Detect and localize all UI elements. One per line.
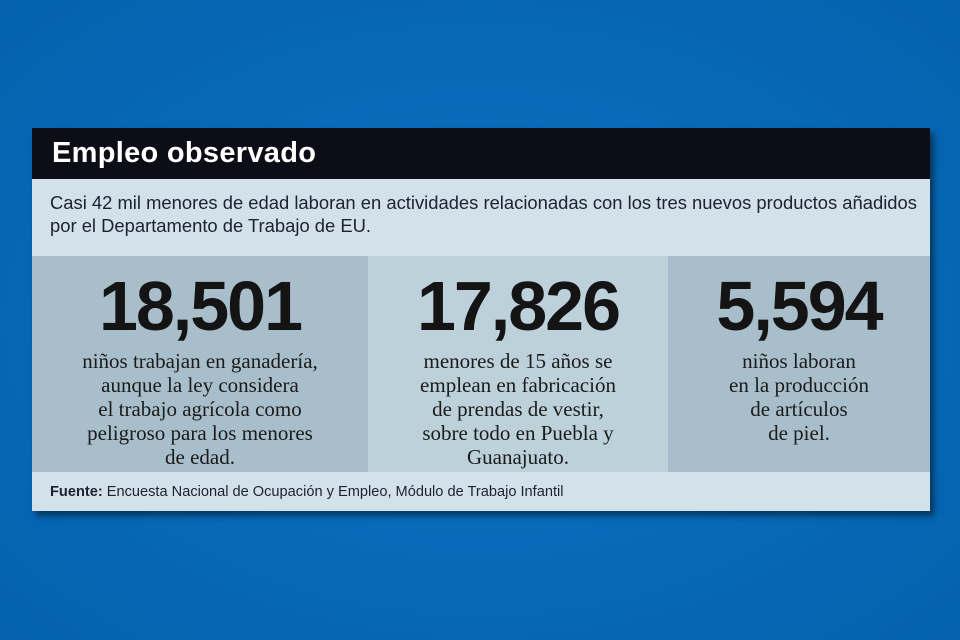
stat-description-line: aunque la ley considera bbox=[101, 373, 299, 397]
stat-description-line: emplean en fabricación bbox=[420, 373, 616, 397]
stat-description-line: niños laboran bbox=[742, 349, 856, 373]
title-bar: Empleo observado bbox=[32, 128, 930, 179]
infographic-subtitle: Casi 42 mil menores de edad laboran en a… bbox=[50, 192, 917, 236]
stat-description: niños laboran en la producción de artícu… bbox=[668, 349, 930, 445]
stat-description-line: de edad. bbox=[165, 445, 235, 469]
stat-description-line: el trabajo agrícola como bbox=[98, 397, 302, 421]
stat-description-line: de piel. bbox=[768, 421, 830, 445]
stat-description-line: de artículos bbox=[750, 397, 848, 421]
stat-number: 17,826 bbox=[416, 267, 621, 345]
stat-description-line: sobre todo en Puebla y bbox=[422, 421, 614, 445]
stat-leather: 5,594 niños laboran en la producción de … bbox=[668, 256, 930, 472]
infographic-card: Empleo observado Casi 42 mil menores de … bbox=[32, 128, 930, 511]
stat-livestock: 18,501 niños trabajan en ganadería, aunq… bbox=[32, 256, 368, 472]
source-label: Fuente: bbox=[50, 484, 103, 500]
stat-description-line: niños trabajan en ganadería, bbox=[82, 349, 318, 373]
stat-description-line: peligroso para los menores bbox=[87, 421, 313, 445]
stat-description-line: de prendas de vestir, bbox=[432, 397, 604, 421]
stat-description-line: en la producción bbox=[729, 373, 869, 397]
infographic-title: Empleo observado bbox=[52, 137, 317, 169]
stat-number: 18,501 bbox=[98, 267, 303, 345]
source-text: Encuesta Nacional de Ocupación y Empleo,… bbox=[102, 484, 564, 500]
source-note: Fuente: Encuesta Nacional de Ocupación y… bbox=[50, 484, 564, 500]
stats-row: 18,501 niños trabajan en ganadería, aunq… bbox=[32, 256, 930, 472]
stat-description-line: Guanajuato. bbox=[466, 445, 570, 469]
stat-description-line: menores de 15 años se bbox=[423, 349, 613, 373]
stat-number: 5,594 bbox=[716, 267, 883, 345]
stat-description: niños trabajan en ganadería, aunque la l… bbox=[32, 349, 368, 469]
stat-clothing: 17,826 menores de 15 años se emplean en … bbox=[368, 256, 668, 472]
stat-description: menores de 15 años se emplean en fabrica… bbox=[368, 349, 668, 469]
